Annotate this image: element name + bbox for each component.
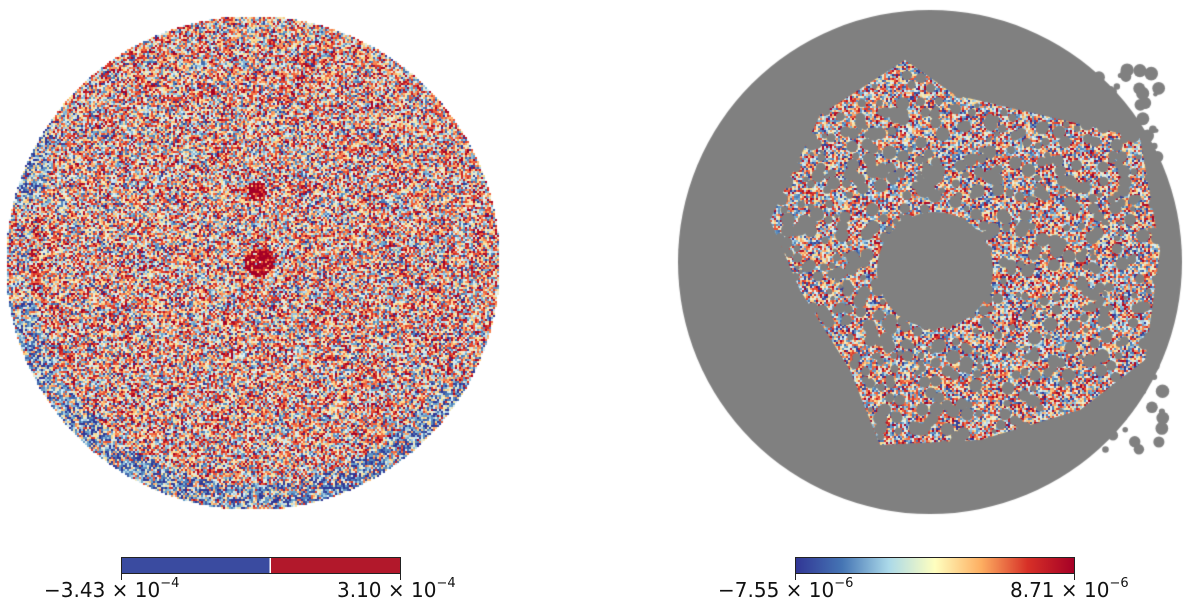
masked-sky-map (600, 0, 1200, 540)
colorbar-right-min-label: −7.55 × 10−6 (718, 576, 854, 602)
colorbar-left-max-tick (400, 574, 401, 580)
full-sky-map (0, 0, 600, 540)
colorbar-left-max-label: 3.10 × 10−4 (337, 576, 456, 602)
left-map-panel: −3.43 × 10−4 3.10 × 10−4 (0, 0, 600, 602)
colorbar-right-max-label: 8.71 × 10−6 (1010, 576, 1129, 602)
colorbar-right (795, 557, 1075, 574)
colorbar-left (121, 557, 401, 574)
colorbar-right-min-tick (795, 574, 796, 580)
right-map-panel: −7.55 × 10−6 8.71 × 10−6 (600, 0, 1200, 611)
colorbar-left-min-label: −3.43 × 10−4 (44, 576, 180, 602)
colorbar-left-min-tick (121, 574, 122, 580)
colorbar-right-max-tick (1074, 574, 1075, 580)
